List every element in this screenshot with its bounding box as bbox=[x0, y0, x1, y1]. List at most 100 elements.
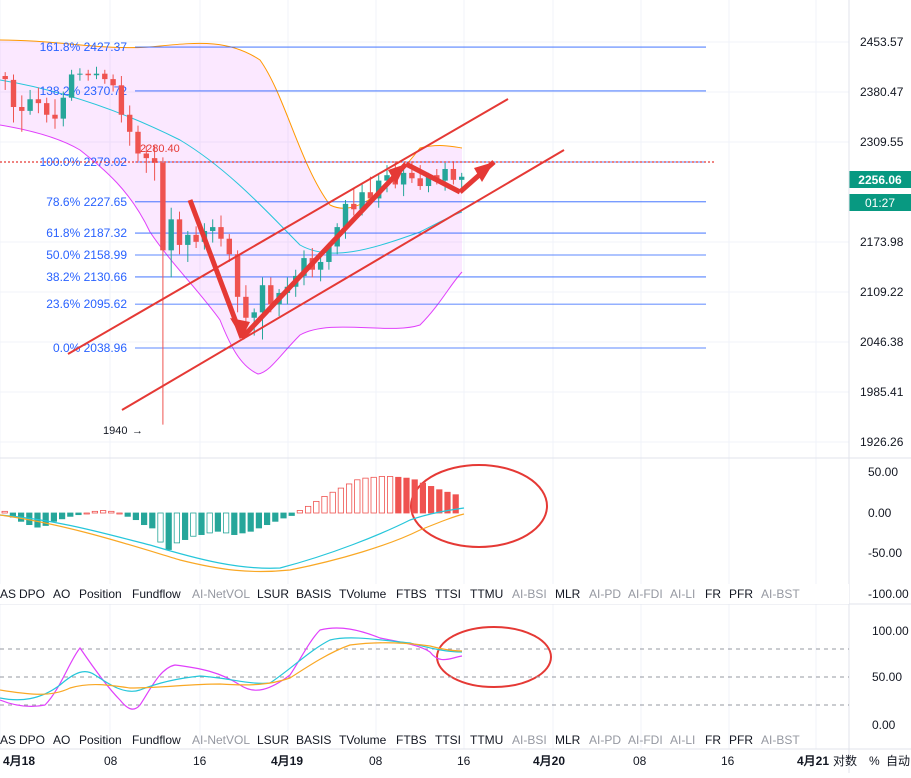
candle bbox=[185, 230, 191, 262]
time-tick: 16 bbox=[457, 754, 471, 768]
indicator-tab[interactable]: TTSI bbox=[435, 587, 461, 601]
macd-bar bbox=[411, 479, 418, 514]
macd-bar bbox=[206, 512, 213, 534]
macd-bar bbox=[304, 505, 312, 514]
indicator-tabs-row-1[interactable]: AS DPO AO Position Fundflow AI-NetVOL LSUR BASI… bbox=[0, 587, 800, 601]
fib-retracement[interactable]: 161.8% 2427.37 138.2% 2370.72 100.0% 2279.… bbox=[40, 40, 706, 355]
indicator-tab[interactable]: FR bbox=[705, 587, 721, 601]
indicator-tab[interactable]: Position bbox=[79, 733, 122, 747]
indicator-tab[interactable]: AI-LI bbox=[670, 733, 695, 747]
indicator-tab[interactable]: AO bbox=[53, 733, 70, 747]
indicator-tab[interactable]: AI-FDI bbox=[628, 587, 663, 601]
indicator-tab[interactable]: AI-PD bbox=[589, 733, 621, 747]
macd-bar bbox=[427, 486, 435, 514]
indicator-tab[interactable]: AS bbox=[0, 587, 16, 601]
candle bbox=[19, 95, 25, 132]
indicator-tab[interactable]: AI-NetVOL bbox=[192, 587, 250, 601]
macd-bar bbox=[124, 512, 131, 517]
macd-axis: 50.00 0.00 -50.00 -100.00 bbox=[868, 465, 909, 601]
candle bbox=[77, 68, 83, 81]
macd-bar bbox=[345, 483, 353, 514]
indicator-tab[interactable]: TTSI bbox=[435, 733, 461, 747]
indicator-tab[interactable]: AS bbox=[0, 733, 16, 747]
indicator-tab[interactable]: AO bbox=[53, 587, 70, 601]
indicator-tabs-row-2[interactable]: AS DPO AO Position Fundflow AI-NetVOL LSUR BASI… bbox=[0, 733, 800, 747]
price-tick: 2109.22 bbox=[860, 285, 904, 299]
macd-bar bbox=[214, 512, 221, 532]
indicator-tab[interactable]: Fundflow bbox=[132, 587, 181, 601]
indicator-tab[interactable]: Position bbox=[79, 587, 122, 601]
indicator-tab[interactable]: AI-PD bbox=[589, 587, 621, 601]
trend-annotations[interactable] bbox=[0, 98, 716, 688]
macd-bar bbox=[140, 512, 148, 526]
indicator-tab[interactable]: AI-FDI bbox=[628, 733, 663, 747]
indicator-tab[interactable]: AI-BST bbox=[761, 733, 800, 747]
time-axis[interactable]: 4月18 08 16 4月19 08 16 4月20 08 16 4月21 bbox=[3, 754, 829, 768]
time-tick: 4月20 bbox=[533, 754, 565, 768]
indicator-tab[interactable]: DPO bbox=[19, 587, 45, 601]
indicator-tab[interactable]: BASIS bbox=[296, 587, 331, 601]
indicator-tab[interactable]: TVolume bbox=[339, 587, 387, 601]
footer-control[interactable]: 对数 bbox=[833, 753, 857, 768]
macd-bar bbox=[288, 512, 295, 516]
indicator-tab[interactable]: FTBS bbox=[396, 733, 427, 747]
macd-bar bbox=[444, 491, 451, 514]
footer-control[interactable]: % bbox=[869, 754, 880, 768]
indicator-tab[interactable]: FR bbox=[705, 733, 721, 747]
macd-bar bbox=[378, 476, 386, 514]
indicator-tab[interactable]: MLR bbox=[555, 587, 581, 601]
indicator-tab[interactable]: TTMU bbox=[470, 733, 503, 747]
indicator-tab[interactable]: DPO bbox=[19, 733, 45, 747]
price-axis[interactable]: 2453.57 2380.47 2309.55 2173.98 2109.22 2046.… bbox=[860, 35, 904, 449]
footer-controls[interactable]: 对数% 自动 bbox=[833, 753, 910, 768]
indicator-tab[interactable]: TVolume bbox=[339, 733, 387, 747]
macd-tick: -100.00 bbox=[868, 587, 909, 601]
candle bbox=[52, 99, 58, 129]
candle bbox=[317, 254, 324, 282]
macd-bar bbox=[255, 512, 263, 529]
indicator-tab[interactable]: BASIS bbox=[296, 733, 331, 747]
candle bbox=[27, 89, 33, 115]
macd-bar bbox=[436, 489, 443, 514]
indicator-tab[interactable]: AI-NetVOL bbox=[192, 733, 250, 747]
footer-control[interactable]: 自动 bbox=[886, 754, 910, 768]
oscillator-tick: 100.00 bbox=[872, 624, 909, 638]
candle bbox=[35, 87, 42, 114]
candle bbox=[226, 234, 232, 262]
candle bbox=[2, 72, 8, 90]
indicator-tab[interactable]: PFR bbox=[729, 733, 753, 747]
candle bbox=[143, 145, 149, 173]
grid bbox=[0, 0, 849, 749]
tab-row-1-bg bbox=[0, 584, 849, 604]
indicator-tab[interactable]: Fundflow bbox=[132, 733, 181, 747]
candle bbox=[176, 211, 183, 255]
time-tick: 08 bbox=[104, 754, 118, 768]
indicator-tab[interactable]: AI-BSI bbox=[512, 733, 547, 747]
high-marker: 2280.40 bbox=[140, 143, 180, 155]
candle bbox=[168, 207, 174, 278]
candle bbox=[160, 157, 166, 425]
macd-bar bbox=[354, 479, 361, 514]
price-tick: 1926.26 bbox=[860, 435, 904, 449]
indicator-tab[interactable]: LSUR bbox=[257, 587, 289, 601]
indicator-tab[interactable]: AI-BST bbox=[761, 587, 800, 601]
price-tick: 2309.55 bbox=[860, 135, 904, 149]
indicator-tab[interactable]: AI-BSI bbox=[512, 587, 547, 601]
indicator-tab[interactable]: AI-LI bbox=[670, 587, 695, 601]
indicator-tab[interactable]: MLR bbox=[555, 733, 581, 747]
macd-bar bbox=[247, 512, 254, 532]
indicator-tab[interactable]: FTBS bbox=[396, 587, 427, 601]
candle bbox=[135, 125, 141, 162]
candle bbox=[60, 91, 66, 127]
macd-bar bbox=[173, 512, 180, 544]
candle bbox=[151, 145, 158, 181]
indicator-tab[interactable]: LSUR bbox=[257, 733, 289, 747]
macd-bar bbox=[157, 512, 164, 543]
macd-bar bbox=[362, 477, 369, 514]
candle bbox=[127, 105, 133, 146]
indicator-tab[interactable]: PFR bbox=[729, 587, 753, 601]
macd-bar bbox=[403, 477, 410, 514]
indicator-tab[interactable]: TTMU bbox=[470, 587, 503, 601]
